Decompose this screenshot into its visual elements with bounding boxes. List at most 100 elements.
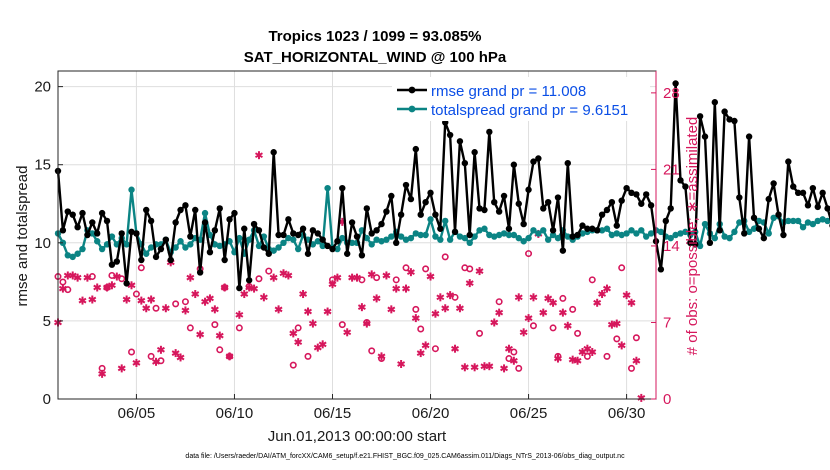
obs-possible-marker bbox=[588, 276, 596, 284]
rmse-point bbox=[113, 258, 121, 265]
rmse-point bbox=[211, 227, 219, 234]
totalspread-point bbox=[682, 228, 689, 236]
rmse-point bbox=[437, 225, 444, 232]
totalspread-point bbox=[314, 238, 321, 245]
totalspread-point bbox=[187, 241, 194, 248]
y-axis-right-ticks: 0 7 14 21 28 bbox=[651, 85, 680, 408]
totalspread-point bbox=[412, 230, 420, 237]
rmse-point bbox=[275, 231, 282, 239]
totalspread-point bbox=[814, 217, 821, 225]
obs-assimilated-marker bbox=[112, 272, 121, 281]
rmse-point bbox=[642, 191, 650, 198]
y-right-tick-label: 28 bbox=[663, 85, 680, 102]
totalspread-point bbox=[701, 220, 709, 228]
obs-assimilated-marker bbox=[83, 273, 92, 282]
totalspread-point bbox=[466, 239, 473, 247]
rmse-point bbox=[412, 145, 420, 153]
obs-assimilated-marker bbox=[627, 298, 636, 307]
rmse-point bbox=[790, 183, 797, 190]
totalspread-point bbox=[69, 253, 76, 261]
obs-possible-marker bbox=[569, 305, 577, 313]
obs-assimilated-marker bbox=[73, 273, 82, 282]
rmse-point bbox=[59, 227, 67, 234]
rmse-point bbox=[373, 227, 380, 234]
rmse-point bbox=[491, 199, 498, 206]
obs-assimilated-marker bbox=[299, 290, 308, 299]
totalspread-point bbox=[794, 217, 802, 225]
rmse-point bbox=[304, 250, 312, 257]
obs-assimilated-marker bbox=[122, 295, 131, 304]
totalspread-point bbox=[647, 230, 655, 237]
rmse-point bbox=[540, 205, 547, 212]
obs-assimilated-marker bbox=[441, 304, 450, 313]
legend-spread-label: totalspread grand pr = 9.6151 bbox=[431, 102, 628, 119]
rmse-point bbox=[785, 158, 792, 165]
totalspread-point bbox=[525, 234, 532, 242]
totalspread-point bbox=[402, 236, 410, 243]
totalspread-point bbox=[603, 225, 611, 232]
obs-possible-marker bbox=[132, 290, 140, 298]
rmse-point bbox=[221, 256, 228, 264]
rmse-point bbox=[559, 247, 567, 254]
totalspread-point bbox=[437, 236, 444, 243]
rmse-point bbox=[804, 202, 812, 209]
obs-possible-marker bbox=[186, 324, 194, 332]
totalspread-point bbox=[407, 234, 415, 242]
totalspread-point bbox=[368, 241, 375, 248]
obs-assimilated-marker bbox=[377, 352, 386, 361]
totalspread-point bbox=[677, 230, 684, 237]
obs-possible-marker bbox=[235, 324, 243, 332]
obs-assimilated-marker bbox=[294, 338, 303, 347]
rmse-point bbox=[554, 194, 562, 201]
obs-assimilated-marker bbox=[323, 307, 332, 316]
rmse-point bbox=[706, 239, 714, 247]
rmse-point bbox=[456, 138, 464, 145]
rmse-point bbox=[94, 230, 101, 237]
obs-possible-marker bbox=[632, 334, 640, 342]
rmse-point bbox=[84, 231, 91, 239]
obs-assimilated-marker bbox=[220, 283, 229, 292]
rmse-point bbox=[736, 194, 743, 201]
obs-possible-marker bbox=[128, 348, 136, 356]
rmse-point bbox=[187, 233, 194, 240]
obs-assimilated-marker bbox=[235, 310, 244, 319]
rmse-point bbox=[628, 189, 635, 197]
rmse-point bbox=[201, 219, 209, 226]
rmse-point bbox=[618, 197, 625, 204]
rmse-point bbox=[226, 216, 233, 223]
obs-assimilated-marker bbox=[362, 319, 371, 328]
obs-possible-marker bbox=[137, 264, 145, 272]
rmse-point bbox=[343, 250, 351, 257]
rmse-point bbox=[687, 239, 694, 247]
obs-possible-marker bbox=[529, 322, 537, 330]
rmse-point bbox=[314, 230, 321, 237]
totalspread-point bbox=[530, 227, 537, 234]
y-tick-label: 20 bbox=[34, 79, 51, 96]
totalspread-point bbox=[285, 234, 292, 242]
obs-possible-marker bbox=[431, 345, 439, 353]
rmse-point bbox=[638, 200, 645, 207]
obs-possible-marker bbox=[368, 347, 376, 355]
rmse-point bbox=[603, 206, 611, 214]
rmse-point bbox=[182, 202, 189, 209]
rmse-point bbox=[500, 192, 508, 200]
obs-assimilated-marker bbox=[372, 294, 381, 303]
obs-assimilated-marker bbox=[416, 349, 425, 358]
rmse-point bbox=[152, 253, 160, 261]
obs-possible-marker bbox=[441, 253, 449, 261]
rmse-point bbox=[143, 206, 150, 214]
totalspread-point bbox=[672, 231, 679, 239]
obs-assimilated-marker bbox=[58, 284, 67, 293]
obs-possible-marker bbox=[392, 276, 400, 284]
totalspread-point bbox=[515, 234, 522, 242]
y-axis-right-label: # of obs: o=possible; ∗=assimilated bbox=[684, 117, 701, 356]
obs-assimilated-marker bbox=[421, 341, 430, 350]
rmse-point bbox=[353, 233, 361, 240]
y-right-tick-label: 0 bbox=[663, 391, 671, 408]
obs-possible-marker bbox=[172, 300, 180, 308]
rmse-point bbox=[682, 183, 689, 190]
obs-assimilated-marker bbox=[333, 273, 342, 282]
obs-possible-marker bbox=[515, 364, 523, 372]
totalspread-point bbox=[461, 234, 469, 242]
rmse-point bbox=[672, 80, 679, 87]
